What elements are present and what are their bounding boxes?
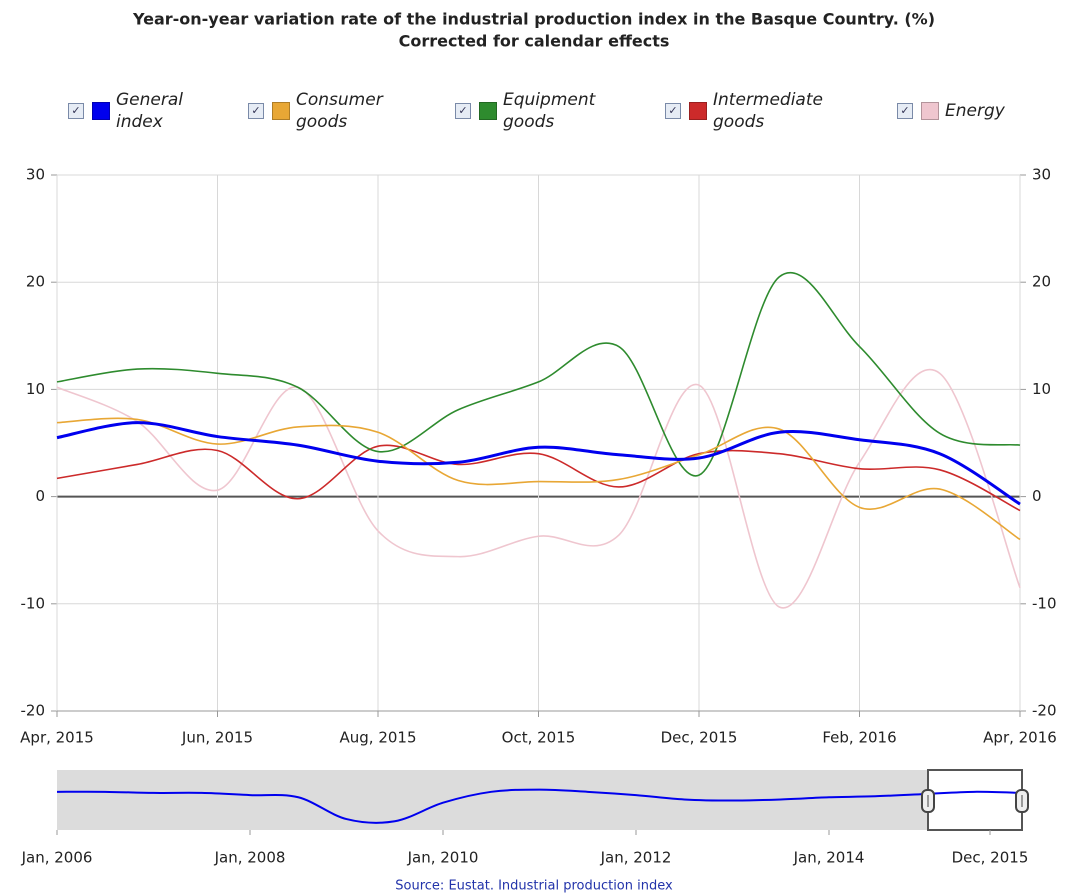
- navigator-tick-label: Jan, 2008: [214, 849, 286, 867]
- legend-label: Energy: [945, 101, 1005, 121]
- legend-checkbox[interactable]: ✓: [665, 103, 681, 119]
- legend-swatch: [272, 102, 290, 120]
- legend-swatch: [92, 102, 110, 120]
- x-tick-label: Apr, 2015: [20, 729, 94, 747]
- x-tick-label: Dec, 2015: [661, 729, 738, 747]
- x-tick-label: Feb, 2016: [822, 729, 896, 747]
- legend-item[interactable]: ✓ Energy: [897, 88, 1005, 134]
- x-tick-label: Apr, 2016: [983, 729, 1057, 747]
- legend-checkbox[interactable]: ✓: [455, 103, 471, 119]
- legend-checkbox[interactable]: ✓: [68, 103, 84, 119]
- legend-label: Equipment goods: [503, 90, 596, 132]
- navigator-background: [57, 770, 928, 830]
- navigator-tick-label: Jan, 2010: [407, 849, 479, 867]
- legend-label: Intermediate goods: [713, 90, 823, 132]
- y2-tick-label: 0: [1032, 487, 1042, 505]
- y2-tick-label: -20: [1032, 702, 1057, 720]
- y2-tick-label: 20: [1032, 273, 1051, 291]
- chart-subtitle: Corrected for calendar effects: [399, 32, 670, 51]
- chart-title: Year-on-year variation rate of the indus…: [132, 10, 935, 29]
- y-tick-label: 10: [26, 380, 45, 398]
- legend-label: Consumer goods: [296, 90, 383, 132]
- legend-swatch: [921, 102, 939, 120]
- legend-swatch: [479, 102, 497, 120]
- navigator-tick-label: Jan, 2012: [600, 849, 672, 867]
- y-tick-label: -20: [21, 702, 46, 720]
- navigator-range-label: Dec, 2015: [952, 849, 1029, 867]
- y-tick-label: -10: [21, 594, 46, 612]
- y2-tick-label: -10: [1032, 594, 1057, 612]
- x-tick-label: Aug, 2015: [340, 729, 417, 747]
- series-line: [56, 444, 1021, 512]
- y-tick-label: 0: [35, 487, 45, 505]
- series-line: [56, 417, 1021, 541]
- series-line: [56, 421, 1021, 506]
- navigator-selection: [927, 769, 1023, 831]
- navigator-tick-label: Jan, 2014: [793, 849, 865, 867]
- legend-item[interactable]: ✓ Intermediate goods: [665, 88, 833, 134]
- y-tick-label: 20: [26, 273, 45, 291]
- source: Source: Eustat. Industrial production in…: [395, 879, 673, 894]
- x-tick-label: Oct, 2015: [502, 729, 576, 747]
- navigator-tick-label: Jan, 2006: [21, 849, 93, 867]
- legend: ✓ General index ✓ Consumer goods ✓ Equipment …: [0, 88, 1069, 138]
- legend-checkbox[interactable]: ✓: [897, 103, 913, 119]
- legend-label: General index: [116, 90, 183, 132]
- x-tick-label: Jun, 2015: [181, 729, 253, 747]
- legend-swatch: [689, 102, 707, 120]
- legend-item[interactable]: ✓ Equipment goods: [455, 88, 608, 134]
- y2-tick-label: 30: [1032, 166, 1051, 184]
- legend-checkbox[interactable]: ✓: [248, 103, 264, 119]
- series-line: [56, 271, 1021, 477]
- legend-item[interactable]: ✓ Consumer goods: [248, 88, 396, 134]
- navigator-line: [56, 788, 1023, 824]
- legend-item[interactable]: ✓ General index: [68, 88, 196, 134]
- y2-tick-label: 10: [1032, 380, 1051, 398]
- y-tick-label: 30: [26, 166, 45, 184]
